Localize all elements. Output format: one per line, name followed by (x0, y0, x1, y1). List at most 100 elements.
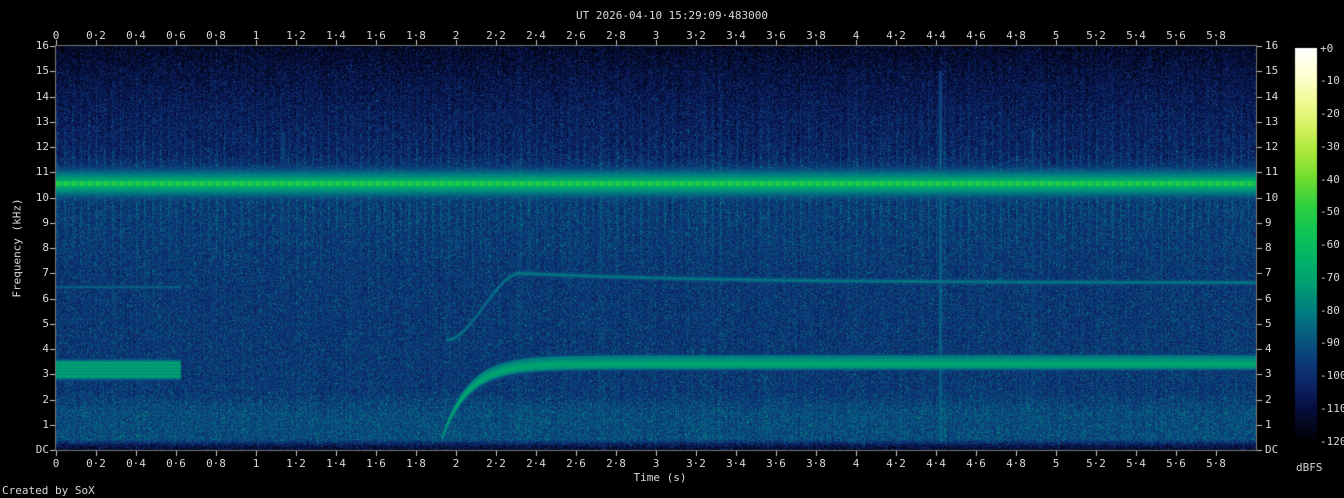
y-tick-label-right: 14 (1265, 89, 1279, 103)
x-tick-label-top: 3·4 (726, 29, 746, 42)
x-tick-label-top: 1·2 (286, 29, 306, 42)
x-tick-label-bottom: 2·6 (566, 457, 586, 470)
y-tick-label-left: 11 (35, 165, 49, 179)
x-tick-label-top: 0·4 (126, 29, 146, 42)
x-tick-label-top: 2·2 (486, 29, 506, 42)
x-tick-label-top: 4·6 (966, 29, 986, 42)
x-tick-label-bottom: 4·4 (926, 457, 946, 470)
x-tick-label-bottom: 1·6 (366, 457, 386, 470)
x-tick-label-top: 1 (252, 29, 260, 42)
colorbar-unit-label: dBFS (1296, 461, 1323, 474)
colorbar-tick-label: -50 (1320, 205, 1340, 219)
y-tick-label-left: 6 (42, 291, 49, 305)
x-tick-label-bottom: 4·8 (1006, 457, 1026, 470)
x-tick-label-top: 3·6 (766, 29, 786, 42)
y-tick-label-right: 7 (1265, 266, 1272, 280)
x-tick-label-bottom: 0 (52, 457, 60, 470)
x-tick-label-bottom: 5·4 (1126, 457, 1146, 470)
y-tick-label-right: 13 (1265, 114, 1279, 128)
y-tick-label-right: 9 (1265, 215, 1272, 229)
x-tick-label-bottom: 1·4 (326, 457, 346, 470)
y-tick-label-left: DC (35, 443, 49, 456)
y-tick-label-left: 8 (42, 241, 49, 254)
x-tick-label-top: 5·8 (1206, 29, 1226, 42)
x-tick-label-bottom: 4 (852, 457, 860, 470)
x-tick-label-bottom: 5·2 (1086, 457, 1106, 470)
y-tick-label-left: 10 (35, 190, 49, 204)
x-tick-label-bottom: 1·8 (406, 457, 426, 470)
x-tick-label-top: 1·4 (326, 29, 346, 42)
x-tick-label-top: 5·2 (1086, 29, 1106, 42)
x-tick-label-top: 0·2 (86, 29, 106, 42)
colorbar-tick-label: -60 (1320, 238, 1340, 251)
colorbar-tick-label: -80 (1320, 303, 1340, 317)
colorbar-tick-label: -40 (1320, 172, 1340, 186)
y-tick-label-left: 13 (35, 114, 49, 128)
y-tick-label-right: DC (1265, 443, 1279, 456)
x-tick-label-bottom: 0·6 (166, 457, 186, 470)
x-tick-label-bottom: 1 (252, 457, 260, 470)
x-tick-label-top: 3·8 (806, 29, 826, 42)
colorbar-tick-label: -70 (1320, 270, 1340, 284)
y-tick-label-right: 3 (1265, 367, 1272, 381)
x-tick-label-bottom: 5·6 (1166, 457, 1186, 470)
x-tick-label-top: 0 (52, 29, 60, 42)
x-tick-label-top: 2 (452, 29, 460, 42)
x-tick-label-top: 4 (852, 29, 860, 42)
x-tick-label-bottom: 3 (652, 457, 660, 470)
y-tick-label-right: 16 (1265, 39, 1279, 52)
y-tick-label-right: 4 (1265, 342, 1272, 355)
x-tick-label-top: 4·2 (886, 29, 906, 42)
y-tick-label-left: 4 (42, 342, 49, 355)
y-tick-label-left: 16 (35, 39, 49, 52)
x-tick-label-bottom: 0·4 (126, 457, 146, 470)
x-tick-label-bottom: 0·2 (86, 457, 106, 470)
x-tick-label-top: 5·6 (1166, 29, 1186, 42)
y-tick-label-left: 5 (42, 316, 49, 330)
colorbar-tick-label: +0 (1320, 41, 1334, 55)
colorbar-tick-label: -120 (1320, 434, 1344, 448)
x-tick-label-bottom: 4·2 (886, 457, 906, 470)
colorbar-tick-label: -110 (1320, 401, 1344, 415)
y-tick-label-right: 2 (1265, 392, 1272, 406)
x-tick-label-bottom: 2·4 (526, 457, 546, 470)
y-tick-label-left: 12 (35, 140, 49, 153)
x-axis-title: Time (s) (633, 471, 687, 484)
x-tick-label-top: 5 (1052, 29, 1060, 42)
x-tick-label-bottom: 3·2 (686, 457, 706, 470)
x-tick-label-top: 2·8 (606, 29, 626, 42)
chart-title: UT 2026-04-10 15:29:09·483000 (575, 9, 769, 22)
x-tick-label-top: 4·4 (926, 29, 946, 42)
x-tick-label-bottom: 4·6 (966, 457, 986, 470)
colorbar-tick-label: -100 (1320, 369, 1344, 382)
x-tick-label-top: 2·6 (566, 29, 586, 42)
y-tick-label-right: 10 (1265, 190, 1279, 204)
x-tick-label-bottom: 2 (452, 457, 460, 470)
footer-credit: Created by SoX (2, 484, 95, 497)
y-tick-label-right: 15 (1265, 64, 1279, 78)
x-tick-label-top: 1·6 (366, 29, 386, 42)
y-tick-label-left: 9 (42, 215, 49, 229)
x-tick-label-bottom: 5 (1052, 457, 1060, 470)
y-tick-label-left: 1 (42, 417, 49, 431)
colorbar-tick-label: -30 (1320, 139, 1340, 153)
x-tick-label-bottom: 5·8 (1206, 457, 1226, 470)
x-tick-label-top: 0·8 (206, 29, 226, 42)
y-tick-label-right: 6 (1265, 291, 1272, 305)
y-tick-label-right: 11 (1265, 165, 1279, 179)
x-tick-label-top: 3·2 (686, 29, 706, 42)
colorbar-tick-label: -10 (1320, 74, 1340, 88)
x-tick-label-top: 4·8 (1006, 29, 1026, 42)
colorbar-tick-label: -20 (1320, 107, 1340, 120)
y-tick-label-left: 14 (35, 89, 49, 103)
y-tick-label-left: 2 (42, 392, 49, 406)
x-tick-label-bottom: 3·6 (766, 457, 786, 470)
x-tick-label-top: 5·4 (1126, 29, 1146, 42)
x-tick-label-top: 2·4 (526, 29, 546, 42)
x-tick-label-bottom: 1·2 (286, 457, 306, 470)
x-tick-label-bottom: 2·2 (486, 457, 506, 470)
y-tick-label-right: 1 (1265, 417, 1272, 431)
y-tick-label-left: 15 (35, 64, 49, 78)
x-tick-label-bottom: 3·8 (806, 457, 826, 470)
